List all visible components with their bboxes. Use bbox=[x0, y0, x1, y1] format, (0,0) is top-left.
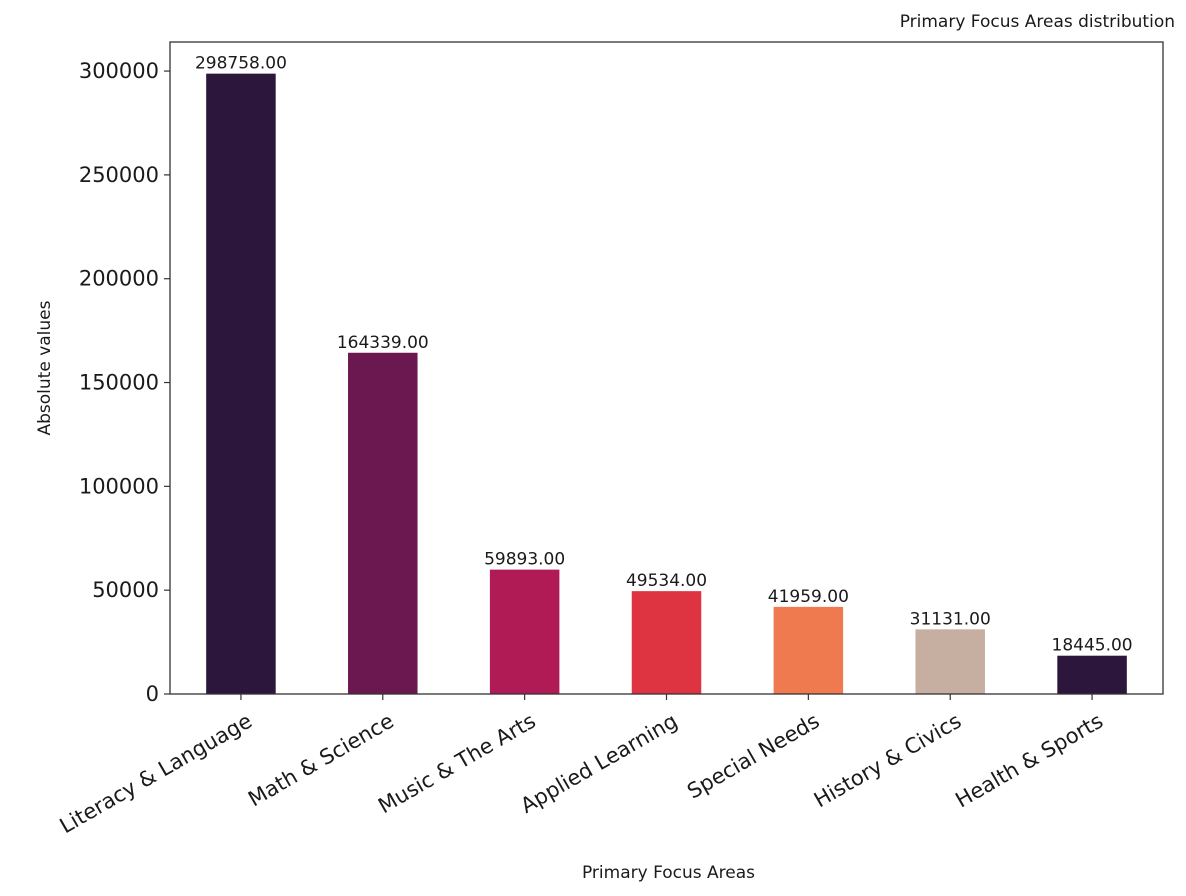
value-label-6: 18445.00 bbox=[1052, 636, 1133, 656]
y-tick-label-5: 250000 bbox=[79, 163, 159, 187]
value-labels-layer: 298758.00 164339.00 59893.00 49534.00 41959.… bbox=[195, 54, 1133, 656]
bars-layer bbox=[206, 73, 1127, 695]
value-label-0: 298758.00 bbox=[195, 54, 287, 74]
y-tick-label-4: 200000 bbox=[79, 267, 159, 291]
bar-4 bbox=[773, 606, 844, 694]
y-axis: 0 50000 100000 150000 200000 250000 300000 bbox=[79, 59, 170, 706]
chart-title: Primary Focus Areas distribution bbox=[900, 12, 1175, 32]
y-tick-label-0: 0 bbox=[146, 682, 159, 706]
bar-3 bbox=[631, 591, 702, 694]
x-tick-label-4: Special Needs bbox=[683, 709, 823, 804]
x-tick-label-2: Music & The Arts bbox=[374, 709, 540, 818]
value-label-2: 59893.00 bbox=[484, 550, 565, 570]
bar-0 bbox=[206, 73, 276, 695]
bar-6 bbox=[1057, 655, 1127, 694]
x-tick-label-6: Health & Sports bbox=[951, 709, 1107, 813]
y-tick-label-3: 150000 bbox=[79, 371, 159, 395]
value-label-4: 41959.00 bbox=[768, 587, 849, 607]
value-label-5: 31131.00 bbox=[910, 609, 991, 629]
x-axis-title: Primary Focus Areas bbox=[582, 863, 755, 883]
value-label-3: 49534.00 bbox=[626, 571, 707, 591]
x-tick-label-5: History & Civics bbox=[810, 709, 965, 813]
x-tick-label-3: Applied Learning bbox=[516, 709, 681, 818]
y-tick-label-6: 300000 bbox=[79, 59, 159, 83]
bar-2 bbox=[489, 569, 560, 694]
value-label-1: 164339.00 bbox=[337, 333, 429, 353]
y-tick-label-2: 100000 bbox=[79, 474, 159, 498]
bar-5 bbox=[915, 629, 985, 694]
x-tick-label-0: Literacy & Language bbox=[56, 709, 256, 839]
plot-frame bbox=[169, 41, 1164, 695]
y-tick-label-1: 50000 bbox=[92, 578, 159, 602]
y-axis-title: Absolute values bbox=[35, 300, 55, 435]
bar-1 bbox=[348, 352, 418, 694]
